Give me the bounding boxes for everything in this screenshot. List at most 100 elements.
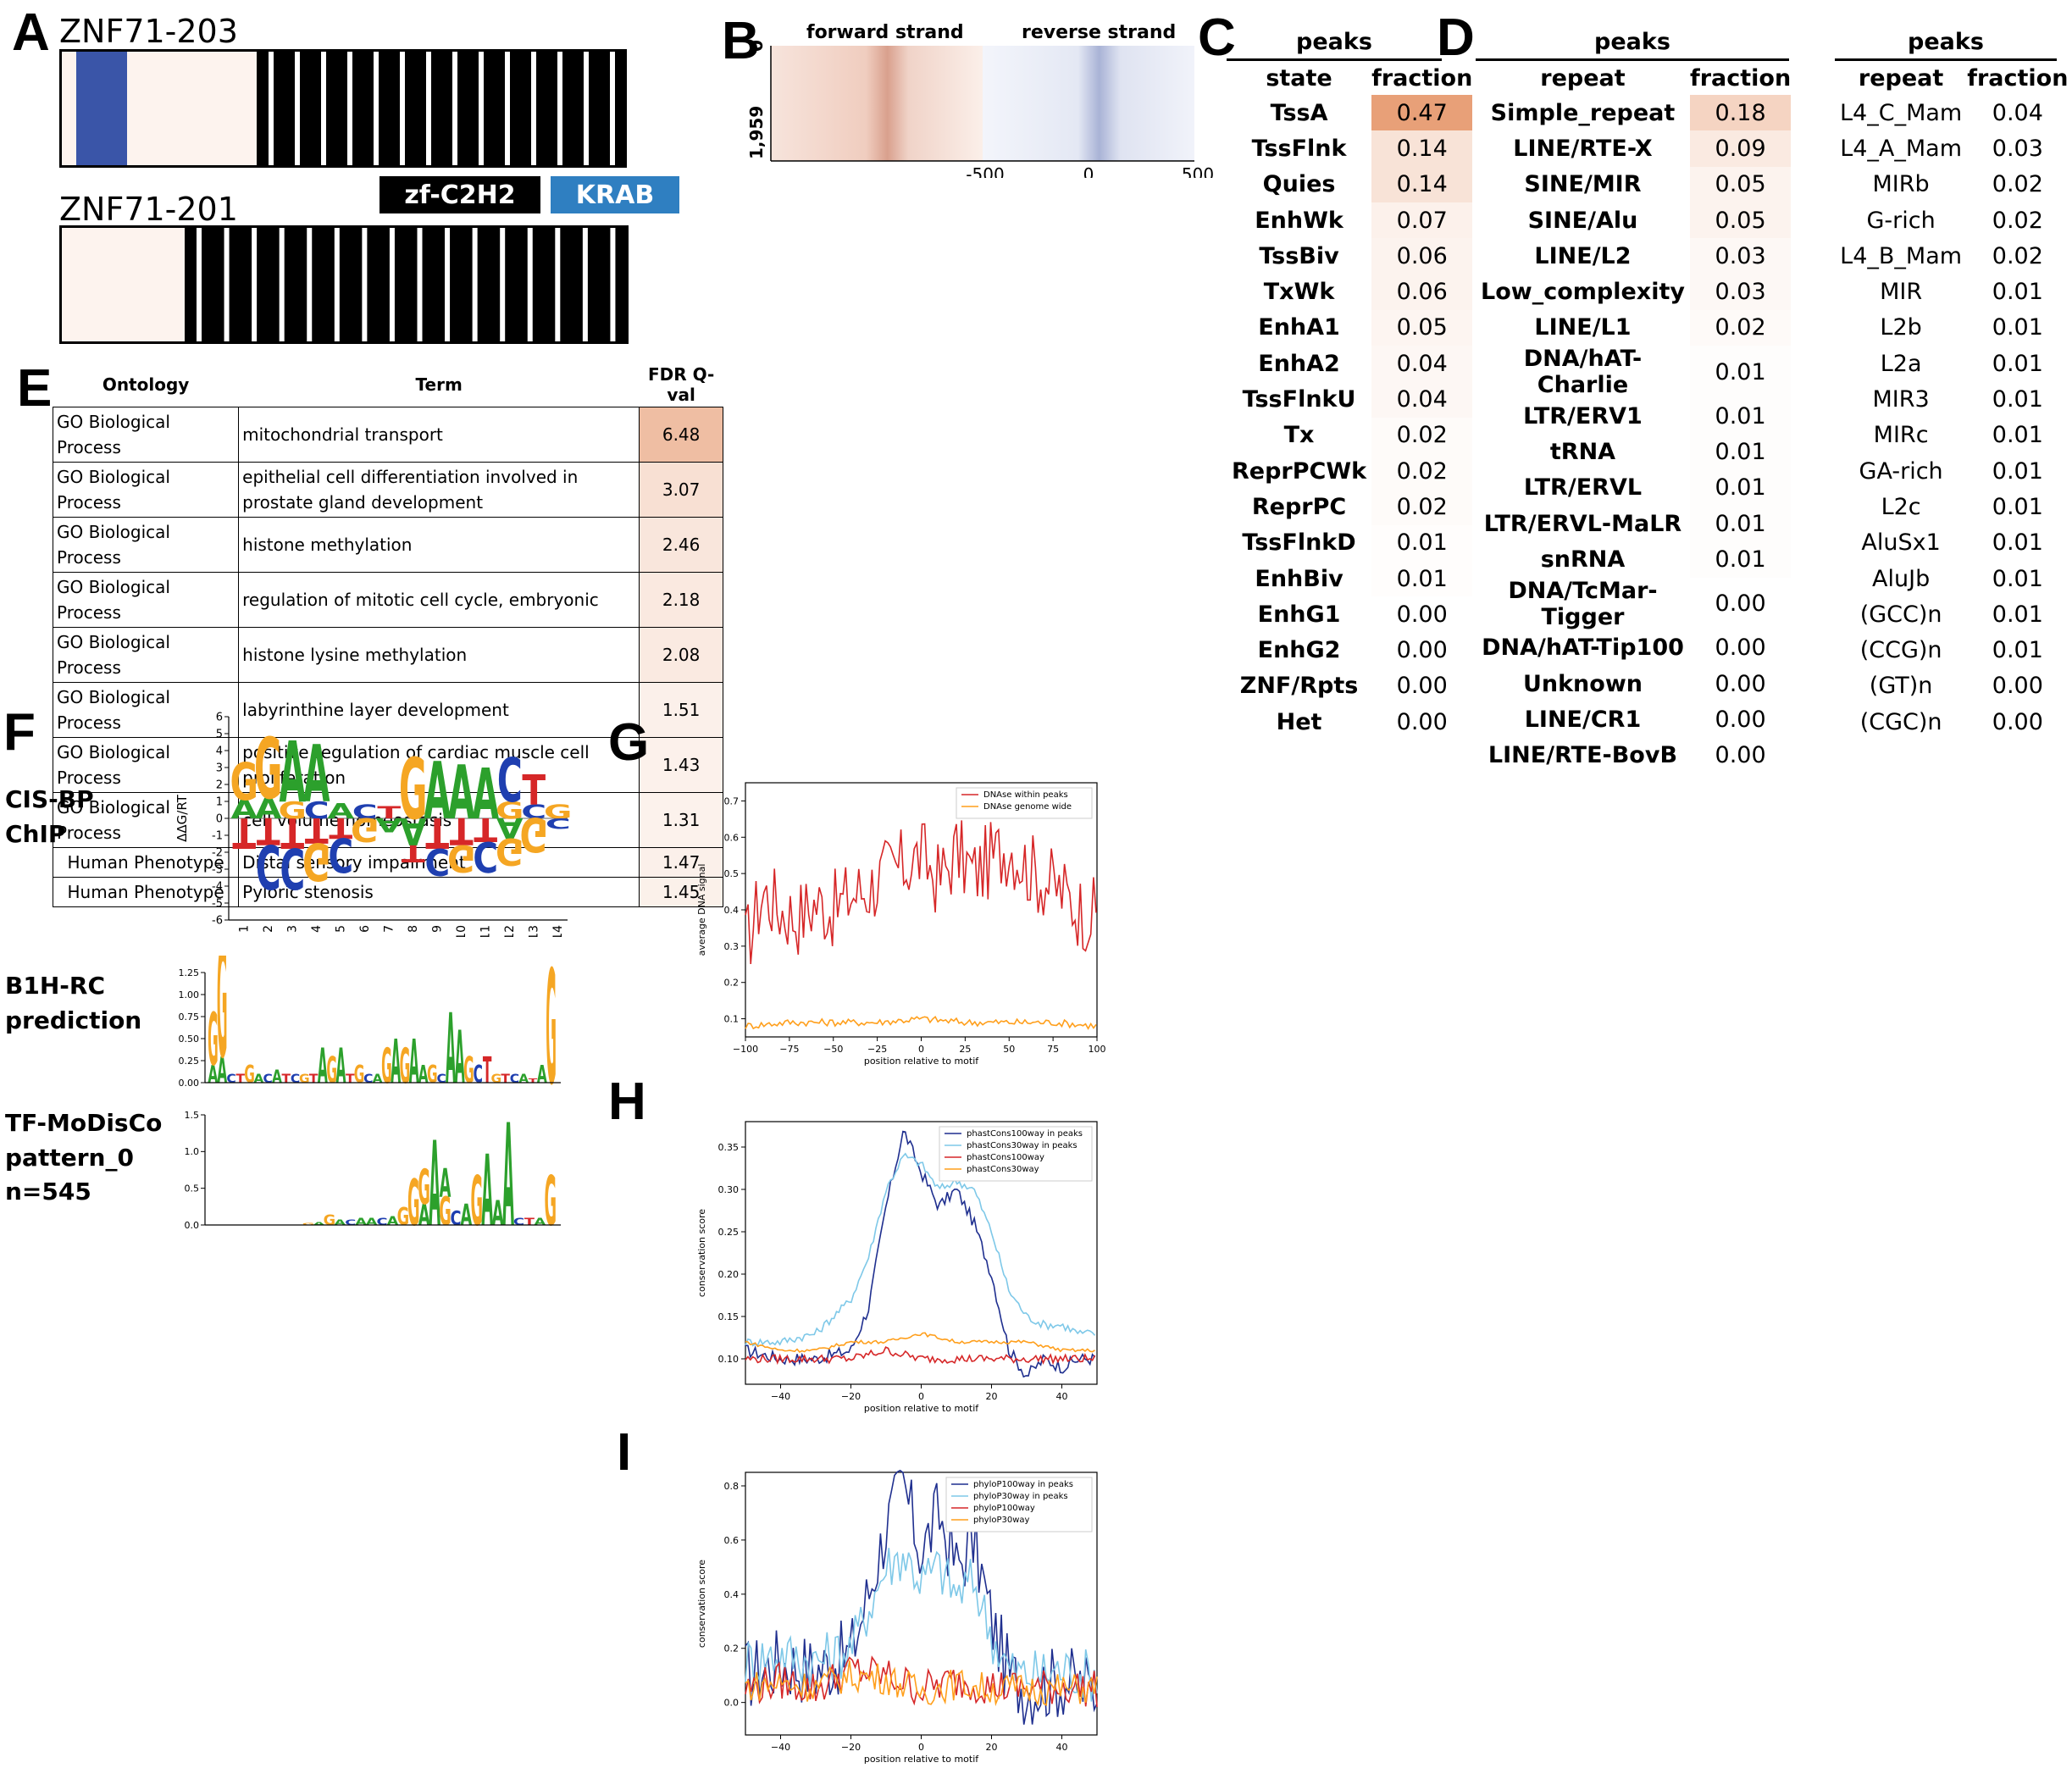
- panel-label-h: H: [608, 1072, 646, 1131]
- logo-letter-a: A: [375, 814, 402, 835]
- logo-x-tick: 10: [455, 925, 468, 937]
- panel-label-g: G: [608, 713, 650, 772]
- logo-y-tick: -4: [212, 881, 223, 894]
- col-term: Term: [415, 374, 463, 395]
- logo-y-tick: -6: [212, 915, 223, 928]
- logo-y-tick: 5: [216, 729, 223, 741]
- logo-letter-a: A: [448, 751, 475, 836]
- forward-strand-heatmap: [771, 46, 983, 161]
- col-repeat: repeat: [1540, 64, 1626, 91]
- zinc-finger-separator: [500, 228, 506, 341]
- cell-ontology: GO Biological Process: [52, 407, 240, 463]
- logo-letter-g: G: [230, 753, 258, 812]
- x-tick-label: 20: [986, 1742, 998, 1753]
- logo-letter-a: A: [472, 755, 499, 835]
- logo-letter-a: A: [279, 723, 306, 821]
- series-line: [745, 1655, 1098, 1708]
- logo-letter-g: G: [302, 1222, 315, 1226]
- logo-letter-a: A: [461, 1200, 473, 1233]
- logo-y-tick: 1.25: [179, 967, 200, 978]
- isoform-1-gene-structure: [59, 49, 627, 168]
- row-fraction: 0.04: [1371, 346, 1473, 382]
- row-label: SINE/Alu: [1527, 207, 1638, 234]
- row-label: L4_C_Mam: [1840, 99, 1963, 126]
- logo-letter-t: T: [483, 1049, 492, 1092]
- row-label: LINE/CR1: [1524, 706, 1642, 733]
- logo-letter-c: C: [424, 840, 450, 884]
- table-row: EnhA2 0.04: [1227, 346, 1473, 382]
- modisco-label-line1: TF-MoDisCo: [5, 1109, 163, 1137]
- table-row: TssFlnkD 0.01: [1227, 524, 1473, 561]
- row-label: (CGC)n: [1859, 708, 1942, 735]
- table-row: AluSx1 0.01: [1835, 525, 2068, 561]
- row-label: L2b: [1880, 314, 1922, 341]
- row-fraction: 0.01: [1992, 493, 2043, 520]
- logo-y-tick: 0.50: [179, 1034, 200, 1045]
- zinc-finger-separator: [279, 228, 285, 341]
- table-row: EnhWk 0.07: [1227, 202, 1473, 239]
- logo-letter-a: A: [217, 1049, 227, 1092]
- cell-term: positive regulation of cardiac muscle ce…: [238, 737, 640, 793]
- logo-letter-t: T: [402, 840, 425, 867]
- logo-letter-a: A: [446, 995, 456, 1106]
- row-label: TssFlnkD: [1242, 529, 1356, 557]
- legend-entry: DNAse genome wide: [983, 802, 1072, 812]
- x-tick-label: −20: [841, 1391, 861, 1402]
- logo-letter-g: G: [302, 831, 330, 890]
- row-fraction: 0.01: [1992, 279, 2043, 306]
- zinc-finger-separator: [479, 52, 484, 165]
- logo-letter-a: A: [409, 1028, 419, 1098]
- cell-ontology: GO Biological Process: [52, 572, 240, 628]
- y-tick-label: 0.8: [724, 1481, 740, 1492]
- table-row: L4_C_Mam 0.04: [1835, 95, 2068, 130]
- logo-letter-g: G: [463, 1049, 474, 1092]
- x-tick-label: −100: [733, 1044, 758, 1055]
- row-fraction: 0.00: [1371, 668, 1473, 705]
- table-row: ReprPCWk 0.02: [1227, 452, 1473, 490]
- y-axis-label: conservation score: [696, 1209, 707, 1297]
- zinc-finger-separator: [374, 52, 379, 165]
- logo-letter-g: G: [217, 956, 228, 1093]
- x-tick-label: −75: [779, 1044, 799, 1055]
- row-fraction: 0.03: [1992, 135, 2043, 162]
- heatmap-x-tick-neg500: -500: [966, 164, 1004, 178]
- table-row: EnhG1 0.00: [1227, 596, 1473, 633]
- logo-letter-c: C: [473, 832, 498, 881]
- logo-letter-a: A: [418, 1200, 430, 1233]
- row-label: L2c: [1881, 493, 1921, 520]
- row-fraction: 0.01: [1992, 565, 2043, 592]
- table-row: LTR/ERV1 0.01: [1476, 398, 1792, 435]
- logo-letter-a: A: [418, 1061, 429, 1089]
- legend: [945, 1477, 1093, 1532]
- logo-letter-g: G: [381, 1038, 392, 1095]
- krab-domain-block: [76, 52, 127, 165]
- row-label: EnhG2: [1257, 637, 1341, 664]
- row-label: LINE/RTE-X: [1513, 135, 1653, 162]
- logo-letter-a: A: [537, 1061, 547, 1089]
- table-row: snRNA 0.01: [1476, 541, 1792, 578]
- zf-c2h2-legend: zf-C2H2: [379, 176, 540, 213]
- row-fraction: 0.14: [1371, 166, 1473, 202]
- row-label: AluJb: [1872, 565, 1931, 592]
- y-tick-label: 0.0: [724, 1698, 740, 1709]
- row-label: ReprPCWk: [1232, 457, 1367, 485]
- logo-y-tick: 1.0: [185, 1146, 200, 1157]
- row-fraction: 0.02: [1992, 171, 2043, 198]
- logo-x-tick: 12: [503, 925, 517, 937]
- logo-x-tick: 2: [262, 925, 275, 933]
- logo-y-tick: 0.0: [185, 1220, 200, 1231]
- x-tick-label: 20: [986, 1391, 998, 1402]
- logo-y-tick: 0.25: [179, 1056, 200, 1067]
- x-tick-label: 50: [1003, 1044, 1015, 1055]
- y-tick-label: 0.25: [718, 1227, 740, 1238]
- logo-letter-a: A: [272, 1067, 282, 1088]
- row-label: TssFlnkU: [1242, 386, 1356, 413]
- logo-letter-g: G: [427, 1061, 438, 1089]
- row-fraction: 0.01: [1992, 386, 2043, 413]
- row-label: MIR: [1880, 279, 1923, 306]
- row-label: tRNA: [1549, 439, 1616, 466]
- logo-letter-a: A: [440, 1162, 452, 1207]
- panel-label-f: F: [3, 703, 36, 762]
- x-tick-label: 0: [918, 1391, 924, 1402]
